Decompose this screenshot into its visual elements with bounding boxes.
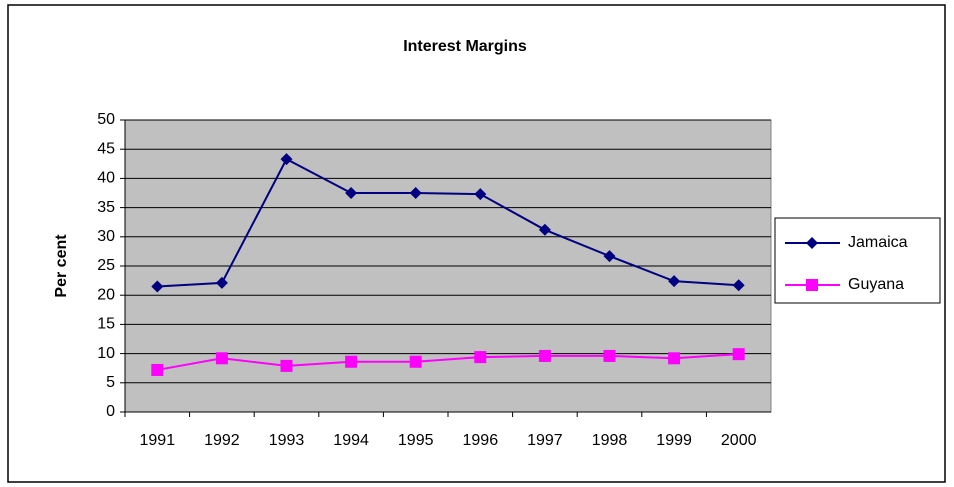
y-tick-label: 15 [97,316,115,333]
x-tick-label: 1997 [527,432,563,449]
marker [345,187,358,199]
y-tick-label: 10 [97,345,115,362]
marker [409,187,422,199]
marker [806,237,818,249]
marker [215,276,228,289]
legend-label: Jamaica [848,234,908,251]
y-axis-label: Per cent [53,234,70,298]
y-tick-label: 20 [97,286,115,303]
marker [280,359,293,372]
y-tick-label: 50 [97,111,115,128]
marker [603,349,616,362]
x-tick-label: 1993 [269,432,305,449]
y-tick-label: 35 [97,199,115,216]
marker [474,188,487,201]
marker [215,352,228,365]
y-tick-label: 25 [97,257,115,274]
x-tick-label: 1991 [140,432,176,449]
y-tick-label: 40 [97,170,115,187]
marker [806,279,818,291]
marker [538,349,551,362]
marker [668,275,681,288]
marker [151,363,164,376]
y-tick-label: 5 [106,374,115,391]
x-tick-label: 1995 [398,432,434,449]
x-tick-label: 1994 [333,432,369,449]
x-tick-label: 1996 [463,432,499,449]
marker [280,153,293,166]
chart-title: Interest Margins [403,38,527,55]
marker [409,355,422,368]
marker [603,250,616,263]
marker [474,351,487,364]
marker [151,280,164,293]
series-line [157,353,739,371]
x-tick-label: 1999 [656,432,692,449]
marker [732,279,745,292]
legend-label: Guyana [848,276,904,293]
x-tick-label: 1998 [592,432,628,449]
y-tick-label: 0 [106,403,115,420]
x-tick-label: 1992 [204,432,240,449]
legend-box [774,217,941,304]
x-tick-label: 2000 [721,432,757,449]
marker [668,352,681,365]
marker [345,355,358,368]
y-tick-label: 30 [97,228,115,245]
series-line [157,157,739,288]
marker [732,348,745,361]
y-tick-label: 45 [97,140,115,157]
marker [538,223,551,236]
